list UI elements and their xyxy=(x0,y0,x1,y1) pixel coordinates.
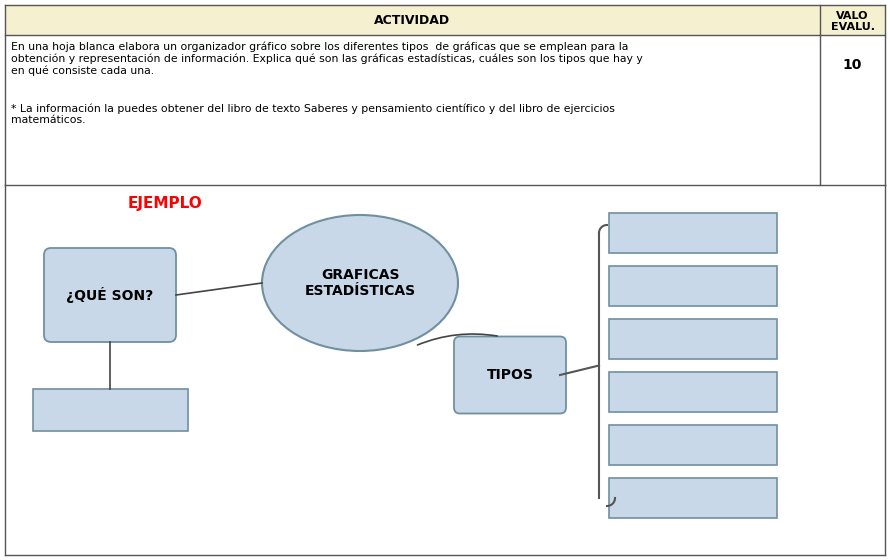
FancyBboxPatch shape xyxy=(33,389,188,431)
FancyBboxPatch shape xyxy=(5,5,885,35)
Text: 10: 10 xyxy=(843,58,862,72)
Text: En una hoja blanca elabora un organizador gráfico sobre los diferentes tipos  de: En una hoja blanca elabora un organizado… xyxy=(11,41,643,76)
FancyBboxPatch shape xyxy=(609,266,777,306)
FancyBboxPatch shape xyxy=(454,337,566,413)
Text: ACTIVIDAD: ACTIVIDAD xyxy=(375,13,450,26)
FancyBboxPatch shape xyxy=(609,213,777,253)
FancyBboxPatch shape xyxy=(44,248,176,342)
Text: EVALU.: EVALU. xyxy=(830,22,875,31)
Text: TIPOS: TIPOS xyxy=(487,368,533,382)
Text: ¿QUÉ SON?: ¿QUÉ SON? xyxy=(67,287,154,303)
FancyBboxPatch shape xyxy=(609,425,777,465)
FancyBboxPatch shape xyxy=(609,478,777,518)
Ellipse shape xyxy=(262,215,458,351)
FancyBboxPatch shape xyxy=(609,319,777,359)
Text: * La información la puedes obtener del libro de texto Saberes y pensamiento cien: * La información la puedes obtener del l… xyxy=(11,103,615,125)
Text: GRAFICAS
ESTADÍSTICAS: GRAFICAS ESTADÍSTICAS xyxy=(304,268,416,298)
Text: VALO: VALO xyxy=(837,11,869,21)
FancyBboxPatch shape xyxy=(609,372,777,412)
Text: EJEMPLO: EJEMPLO xyxy=(127,195,202,211)
